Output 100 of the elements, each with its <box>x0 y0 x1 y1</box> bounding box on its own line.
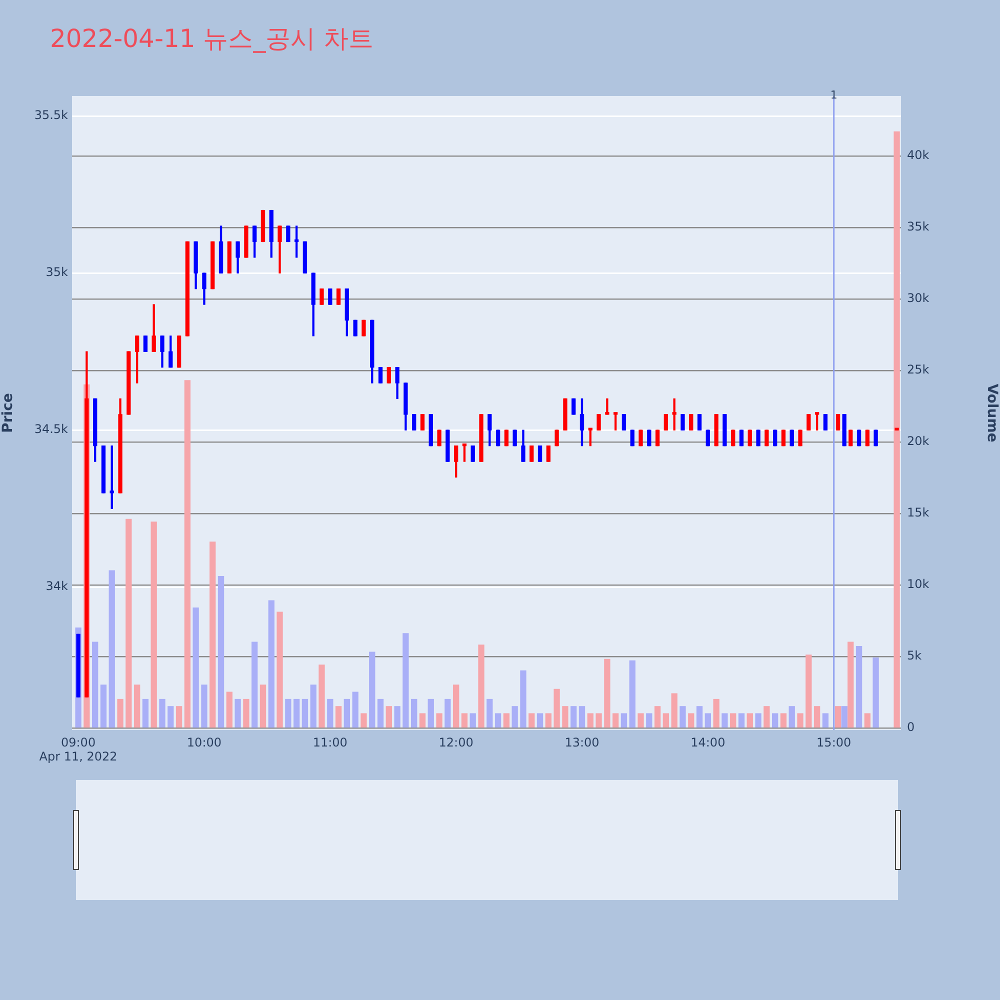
y2-tick-label: 5k <box>907 648 922 663</box>
bar <box>377 698 384 728</box>
bar <box>394 706 400 728</box>
y-axis-title: Price <box>0 393 16 433</box>
bar <box>428 698 434 728</box>
bar <box>536 713 544 728</box>
bar <box>117 698 124 728</box>
x-tick-label: 12:00 <box>438 735 474 750</box>
x-tick-label: 15:00 <box>816 735 852 750</box>
bar <box>512 706 518 728</box>
bar <box>646 713 652 728</box>
bar <box>638 713 644 728</box>
x-tick-label: 14:00 <box>690 735 726 750</box>
bar <box>411 698 418 728</box>
bar <box>528 713 535 728</box>
bar <box>780 713 787 728</box>
x-tick-label: 10:00 <box>186 735 222 750</box>
bar <box>168 706 174 728</box>
bar <box>327 698 334 728</box>
bar <box>841 706 848 728</box>
bar <box>310 684 316 728</box>
bar <box>276 612 283 728</box>
bar <box>872 657 879 728</box>
bar <box>302 698 308 728</box>
bar <box>452 684 460 728</box>
bar <box>142 698 149 728</box>
y-tick-label: 34.5k <box>34 422 68 436</box>
x-tick-label: 11:00 <box>312 735 348 750</box>
bar <box>604 658 610 728</box>
bar <box>268 600 274 728</box>
bar <box>293 698 300 728</box>
bar <box>856 646 862 728</box>
bar <box>596 713 602 728</box>
y-tick-label: 35.5k <box>34 108 68 122</box>
bar <box>662 713 670 728</box>
bar <box>620 713 628 728</box>
bar <box>134 684 140 728</box>
bar <box>92 642 98 728</box>
bar <box>578 706 586 728</box>
x-tick-label: 09:00 Apr 11, 2022 <box>39 735 118 764</box>
bar <box>570 706 577 728</box>
bar <box>470 713 476 728</box>
bar <box>654 706 661 728</box>
bar <box>562 706 568 728</box>
bar <box>218 576 224 728</box>
bar <box>894 131 900 728</box>
bar <box>848 642 854 728</box>
bar <box>234 698 241 728</box>
y2-tick-label: 15k <box>907 506 930 520</box>
bar <box>797 713 804 728</box>
bar <box>671 693 678 728</box>
bar <box>100 684 107 728</box>
bar <box>150 522 157 728</box>
bar <box>520 670 526 728</box>
bar <box>545 713 552 728</box>
bar <box>260 684 266 728</box>
bar <box>713 698 720 728</box>
bar <box>210 542 216 728</box>
bar <box>704 713 711 728</box>
bar <box>461 713 468 728</box>
bar <box>554 688 560 728</box>
y2-tick-label: 20k <box>907 434 930 448</box>
bar <box>369 652 376 728</box>
y2-tick-label: 10k <box>907 577 930 592</box>
bar <box>587 713 594 728</box>
bar <box>788 706 795 728</box>
bar <box>738 713 745 728</box>
bar <box>436 713 442 728</box>
y2-axis-title: Volume <box>984 384 1000 442</box>
bar <box>814 706 820 728</box>
bar <box>730 713 736 728</box>
bar <box>419 713 426 728</box>
bar <box>696 706 703 728</box>
bar <box>722 713 728 728</box>
ref-line-label: 1 <box>830 88 838 102</box>
bar <box>834 706 842 728</box>
x-tick-label: 13:00 <box>564 735 600 750</box>
y-tick-label: 35k <box>46 265 68 280</box>
bar <box>486 698 493 728</box>
y-tick-label: 34k <box>46 579 68 594</box>
bar <box>680 706 686 728</box>
bar <box>184 380 191 728</box>
bar <box>629 660 636 728</box>
bar <box>176 706 182 728</box>
bar <box>755 713 762 728</box>
bar <box>764 706 770 728</box>
bar <box>318 664 325 728</box>
bar <box>478 644 484 728</box>
bar <box>192 607 199 728</box>
bar <box>494 713 502 728</box>
bar <box>503 713 510 728</box>
bar <box>402 633 409 728</box>
y2-tick-label: 35k <box>907 220 930 234</box>
bar <box>822 713 829 728</box>
bar <box>864 713 870 728</box>
bar <box>335 706 342 728</box>
bar <box>126 518 132 728</box>
y2-tick-label: 25k <box>907 362 930 377</box>
chart-title: 2022-04-11 뉴스_공시 차트 <box>50 23 374 55</box>
y2-tick-label: 30k <box>907 291 930 306</box>
